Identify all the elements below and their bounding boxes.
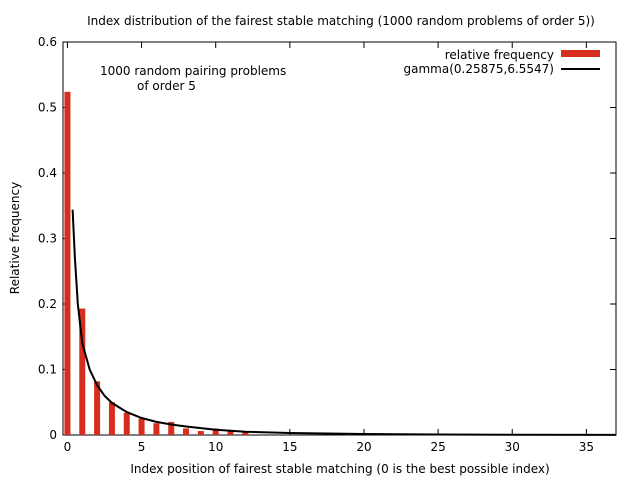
y-axis-label: Relative frequency xyxy=(8,182,22,294)
y-axis: 0 0.1 0.2 0.3 0.4 0.5 0.6 xyxy=(38,35,616,442)
annotation-line-1: 1000 random pairing problems xyxy=(100,64,286,78)
bar xyxy=(79,308,86,435)
x-axis-label: Index position of fairest stable matchin… xyxy=(130,462,549,476)
gamma-curve xyxy=(71,209,617,436)
bar xyxy=(227,431,234,435)
x-tick-label: 15 xyxy=(282,440,297,454)
annotation-line-2: of order 5 xyxy=(137,79,196,93)
y-tick-label: 0.6 xyxy=(38,35,57,49)
bar xyxy=(138,418,145,435)
x-tick-label: 5 xyxy=(138,440,146,454)
bar xyxy=(123,412,130,435)
bar xyxy=(94,381,101,435)
bar-series xyxy=(64,91,353,435)
bar xyxy=(168,421,175,435)
y-tick-label: 0 xyxy=(49,428,57,442)
y-tick-label: 0.2 xyxy=(38,297,57,311)
plot-frame xyxy=(62,41,617,436)
legend-swatch-bars xyxy=(561,50,600,57)
bar xyxy=(242,431,249,435)
bar xyxy=(183,428,190,435)
x-tick-label: 10 xyxy=(208,440,223,454)
y-tick-label: 0.5 xyxy=(38,101,57,115)
bar xyxy=(108,402,115,435)
chart-title: Index distribution of the fairest stable… xyxy=(87,14,595,28)
bar xyxy=(153,423,160,435)
x-tick-label: 0 xyxy=(64,440,72,454)
bar xyxy=(197,431,204,435)
x-tick-label: 25 xyxy=(430,440,445,454)
x-axis: 0 5 10 15 20 25 30 35 xyxy=(64,42,594,454)
annotation: 1000 random pairing problems of order 5 xyxy=(100,64,286,93)
y-tick-label: 0.4 xyxy=(38,166,57,180)
bar xyxy=(64,91,71,435)
x-tick-label: 30 xyxy=(505,440,520,454)
bar xyxy=(212,428,219,435)
x-tick-label: 35 xyxy=(579,440,594,454)
x-tick-label: 20 xyxy=(356,440,371,454)
legend-label-curve: gamma(0.25875,6.5547) xyxy=(404,62,555,76)
y-tick-label: 0.1 xyxy=(38,363,57,377)
legend-label-bars: relative frequency xyxy=(445,48,554,62)
y-tick-label: 0.3 xyxy=(38,232,57,246)
legend: relative frequency gamma(0.25875,6.5547) xyxy=(404,48,600,76)
